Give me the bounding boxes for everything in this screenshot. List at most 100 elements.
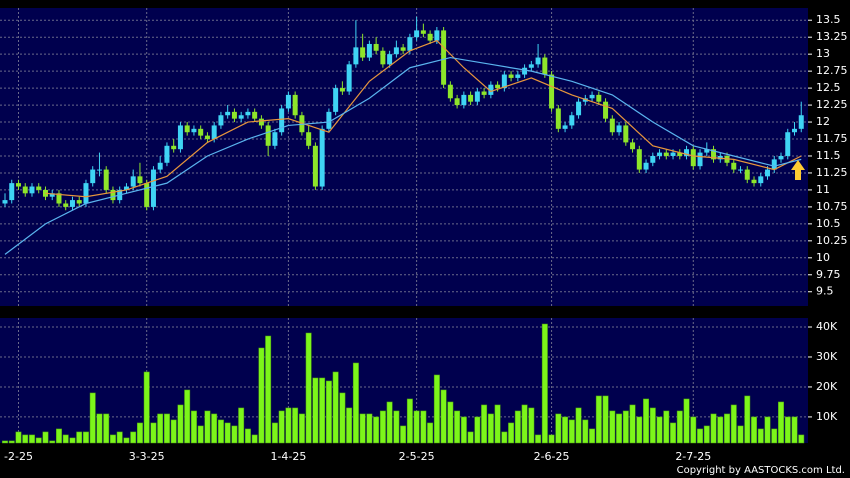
- candle-body: [279, 108, 285, 133]
- candle-body: [677, 152, 683, 156]
- candle-body: [103, 169, 109, 190]
- candle-body: [137, 176, 143, 184]
- volume-bar: [454, 410, 461, 444]
- candle-body: [238, 115, 244, 119]
- candle-body: [657, 152, 663, 156]
- volume-bar: [548, 434, 555, 444]
- volume-bar: [89, 392, 96, 444]
- candle-body: [171, 145, 177, 150]
- candle-body: [22, 186, 28, 194]
- candle-body: [258, 118, 264, 126]
- volume-bar: [622, 410, 629, 444]
- volume-bar: [717, 416, 724, 444]
- volume-bar: [508, 422, 515, 444]
- candle-body: [731, 162, 737, 170]
- volume-bar: [481, 404, 488, 444]
- candle-body: [549, 74, 555, 109]
- volume-bar: [130, 431, 137, 444]
- volume-bar: [710, 413, 717, 444]
- candle-body: [29, 186, 35, 194]
- volume-bar: [440, 389, 447, 444]
- volume-bar: [204, 410, 211, 444]
- candle-body: [49, 193, 55, 197]
- candle-body: [798, 115, 804, 129]
- candle-body: [535, 57, 541, 65]
- volume-bar: [683, 398, 690, 444]
- candle-body: [218, 115, 224, 126]
- volume-bar: [406, 398, 413, 444]
- candle-body: [360, 47, 366, 58]
- volume-bar: [244, 428, 251, 444]
- volume-bar: [460, 416, 467, 444]
- volume-bar: [197, 425, 204, 444]
- volume-bar: [737, 425, 744, 444]
- volume-bar: [15, 431, 22, 444]
- candle-body: [555, 108, 561, 129]
- candle-body: [333, 88, 339, 112]
- candle-body: [690, 149, 696, 167]
- candle-body: [495, 84, 501, 89]
- candle-body: [76, 200, 82, 204]
- candle-body: [380, 50, 386, 65]
- y-tick-label: 11.75: [816, 132, 848, 145]
- volume-bar: [757, 428, 764, 444]
- volume-bar: [487, 413, 494, 444]
- candle-body: [69, 200, 75, 207]
- candle-body: [211, 125, 217, 140]
- candle-body: [630, 142, 636, 150]
- y-tick-label: 12.25: [816, 98, 848, 111]
- candle-body: [407, 37, 413, 51]
- volume-bar: [211, 413, 218, 444]
- volume-bar: [177, 404, 184, 444]
- candle-body: [643, 162, 649, 170]
- volume-bar: [110, 434, 116, 444]
- volume-bar: [258, 347, 265, 444]
- candle-body: [339, 88, 345, 92]
- candle-body: [515, 74, 521, 78]
- volume-bar: [298, 413, 305, 444]
- volume-bar: [528, 407, 535, 444]
- volume-bar: [521, 404, 528, 444]
- candle-body: [420, 30, 426, 34]
- candle-body: [319, 128, 325, 187]
- moving-average-line: [45, 39, 802, 198]
- volume-bar: [62, 434, 69, 444]
- volume-bar: [555, 413, 562, 444]
- volume-bar: [359, 413, 366, 444]
- candle-body: [9, 183, 15, 201]
- candle-body: [528, 64, 534, 68]
- candle-body: [373, 43, 379, 51]
- volume-bar: [42, 431, 49, 444]
- candle-body: [434, 30, 440, 41]
- candle-body: [481, 91, 487, 95]
- y-tick-label: 13.5: [816, 13, 841, 26]
- volume-bar: [541, 323, 548, 444]
- signal-arrow: [791, 160, 805, 180]
- candle-body: [245, 111, 251, 116]
- volume-bar: [582, 419, 589, 444]
- volume-bar: [69, 437, 76, 444]
- volume-panel: [0, 318, 808, 443]
- volume-bar: [96, 413, 103, 444]
- candle-body: [393, 47, 399, 55]
- volume-bar: [609, 410, 616, 444]
- volume-bar: [339, 392, 346, 444]
- y-tick-label: 12: [816, 115, 830, 128]
- volume-bar: [413, 410, 420, 444]
- candle-body: [711, 149, 717, 160]
- y-tick-label: 11.5: [816, 149, 841, 162]
- candle-body: [312, 145, 318, 187]
- candle-body: [751, 179, 757, 184]
- volume-bar: [83, 431, 89, 444]
- candle-body: [785, 132, 791, 156]
- candle-body: [292, 94, 298, 116]
- candle-body: [684, 149, 690, 156]
- y-tick-label: 10.25: [816, 234, 848, 247]
- volume-bar: [224, 422, 231, 444]
- candle-body: [90, 169, 96, 184]
- candle-body: [225, 111, 231, 116]
- volume-bar: [595, 395, 602, 444]
- volume-bar: [325, 380, 332, 444]
- volume-bar: [636, 416, 643, 444]
